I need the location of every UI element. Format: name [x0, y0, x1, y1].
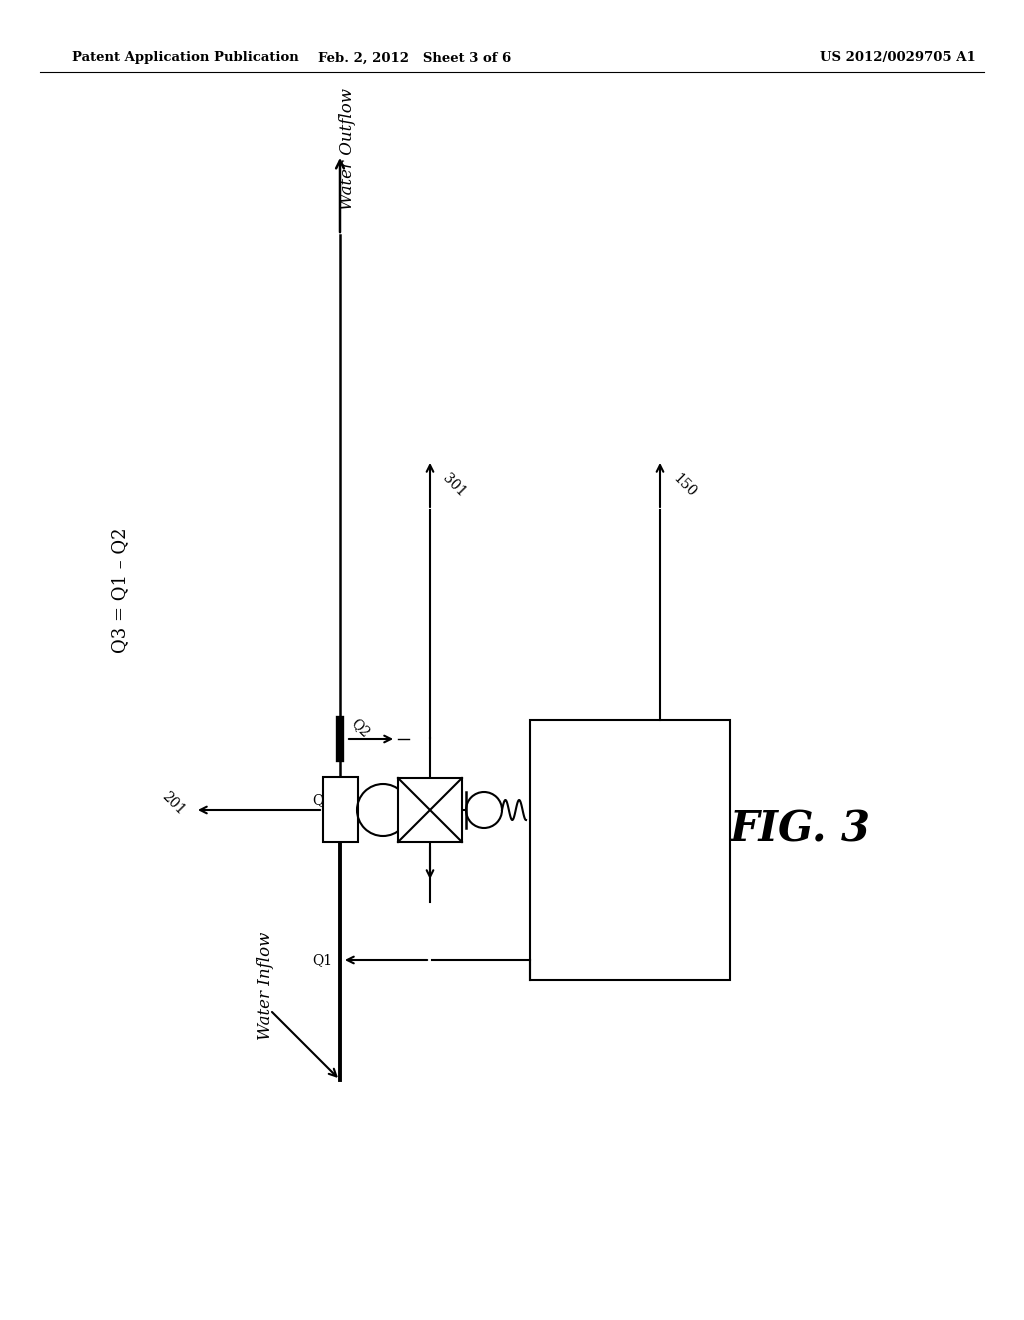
Bar — [323, 777, 358, 842]
Text: 150: 150 — [670, 471, 698, 499]
Text: 201: 201 — [159, 789, 187, 818]
Bar — [398, 777, 462, 842]
Text: FIG. 3: FIG. 3 — [729, 809, 870, 851]
Text: Water Outflow: Water Outflow — [340, 88, 356, 210]
Text: Q3 = Q1 – Q2: Q3 = Q1 – Q2 — [111, 527, 129, 653]
Text: 301: 301 — [440, 471, 469, 499]
Text: Feb. 2, 2012   Sheet 3 of 6: Feb. 2, 2012 Sheet 3 of 6 — [318, 51, 512, 65]
Text: US 2012/0029705 A1: US 2012/0029705 A1 — [820, 51, 976, 65]
Text: Patent Application Publication: Patent Application Publication — [72, 51, 299, 65]
Text: Q3: Q3 — [312, 793, 332, 807]
Text: Q2: Q2 — [348, 715, 372, 741]
Text: Q1: Q1 — [312, 953, 332, 968]
Text: Water Inflow: Water Inflow — [256, 932, 273, 1040]
Bar — [530, 719, 730, 979]
